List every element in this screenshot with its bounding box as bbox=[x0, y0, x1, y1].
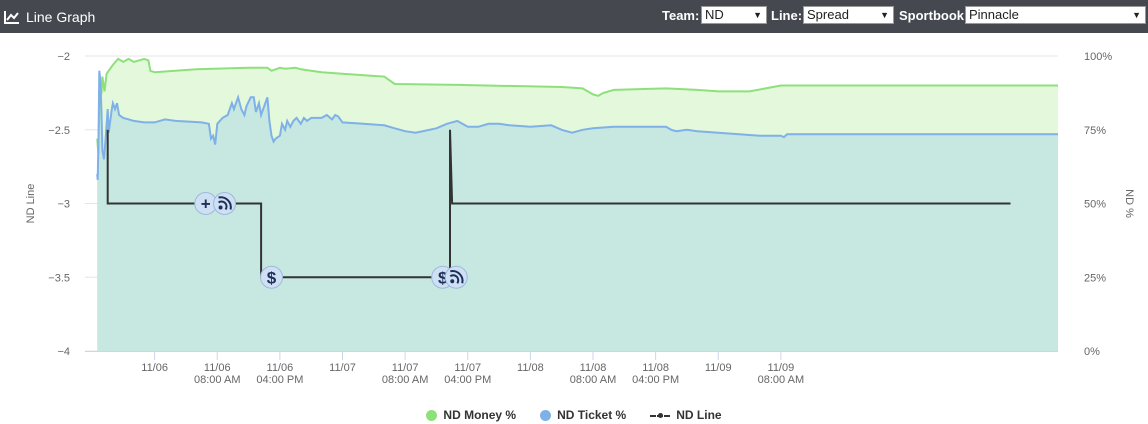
legend-ticket-label: ND Ticket % bbox=[557, 408, 627, 422]
team-select[interactable]: ND ▼ bbox=[701, 6, 767, 24]
x-tick-label: 08:00 AM bbox=[758, 374, 804, 386]
x-tick-label: 04:00 PM bbox=[632, 374, 679, 386]
x-tick-label: 08:00 AM bbox=[194, 374, 240, 386]
chart-legend: ND Money % ND Ticket % ND Line bbox=[0, 407, 1148, 423]
legend-line-label: ND Line bbox=[676, 408, 722, 422]
series-area-1 bbox=[97, 70, 1058, 352]
page-title: Line Graph bbox=[26, 8, 96, 25]
x-tick-label: 11/06 bbox=[204, 362, 231, 374]
line-markers: + $ $ bbox=[194, 192, 468, 289]
dropdown-arrow-icon: ▼ bbox=[880, 10, 889, 20]
line-label: Line: bbox=[771, 8, 803, 23]
left-tick-label: −2.5 bbox=[48, 125, 70, 137]
left-tick-label: −3.5 bbox=[48, 272, 70, 284]
x-tick-label: 08:00 AM bbox=[382, 374, 428, 386]
legend-ticket-swatch bbox=[540, 409, 552, 421]
right-tick-label: 75% bbox=[1084, 125, 1106, 137]
left-tick-label: −2 bbox=[57, 51, 70, 63]
x-tick-label: 11/07 bbox=[329, 362, 356, 374]
marker-circle bbox=[260, 265, 284, 289]
series-line-0 bbox=[96, 57, 1058, 154]
x-tick-label: 11/06 bbox=[141, 362, 168, 374]
chart-header: Line Graph bbox=[4, 0, 95, 33]
right-tick-label: 25% bbox=[1084, 272, 1106, 284]
line-chart-icon bbox=[4, 10, 20, 24]
x-tick-label: 11/07 bbox=[392, 362, 419, 374]
x-tick-label: 04:00 PM bbox=[256, 374, 303, 386]
rss-dot bbox=[218, 205, 223, 210]
x-tick-label: 11/09 bbox=[705, 362, 732, 374]
marker-glyph: + bbox=[201, 195, 211, 214]
dropdown-arrow-icon: ▼ bbox=[1132, 10, 1141, 20]
x-tick-label: 11/08 bbox=[642, 362, 669, 374]
dropdown-arrow-icon: ▼ bbox=[753, 10, 762, 20]
top-bar: Line Graph Team: ND ▼ Line: Spread ▼ Spo… bbox=[0, 0, 1148, 33]
legend-money-label: ND Money % bbox=[443, 408, 517, 422]
rss-arc bbox=[217, 200, 228, 211]
nd-line-series bbox=[106, 129, 1011, 279]
rss-icon[interactable] bbox=[213, 192, 237, 215]
sportsbook-label: Sportbook: bbox=[899, 8, 969, 23]
legend-item-money[interactable]: ND Money % bbox=[426, 407, 516, 423]
right-axis-title: ND % bbox=[1123, 189, 1135, 218]
sportsbook-select-value: Pinnacle bbox=[969, 7, 1019, 22]
legend-line-swatch bbox=[650, 410, 671, 420]
left-tick-label: −4 bbox=[57, 346, 70, 358]
marker-glyph: $ bbox=[438, 268, 448, 287]
right-tick-label: 0% bbox=[1084, 346, 1100, 358]
right-axis-ticks: 100% 75% 50% 25% 0% bbox=[1084, 51, 1112, 358]
dollar-icon[interactable]: $ bbox=[260, 265, 284, 289]
line-select-value: Spread bbox=[807, 7, 849, 22]
x-tick-label: 11/07 bbox=[454, 362, 481, 374]
x-tick-label: 11/08 bbox=[580, 362, 607, 374]
rss-arc bbox=[449, 274, 460, 284]
team-select-value: ND bbox=[705, 7, 724, 22]
right-tick-label: 100% bbox=[1084, 51, 1112, 63]
left-tick-label: −3 bbox=[57, 199, 70, 211]
legend-money-swatch bbox=[426, 409, 438, 421]
left-axis-ticks: −2 −2.5 −3 −3.5 −4 bbox=[48, 51, 70, 358]
legend-item-line[interactable]: ND Line bbox=[650, 407, 722, 423]
legend-item-ticket[interactable]: ND Ticket % bbox=[540, 407, 626, 423]
x-tick-label: 11/06 bbox=[267, 362, 294, 374]
marker-glyph: $ bbox=[267, 268, 277, 287]
sportsbook-select[interactable]: Pinnacle ▼ bbox=[965, 6, 1146, 24]
x-tick-label: 08:00 AM bbox=[570, 374, 616, 386]
rss-dot bbox=[450, 279, 455, 284]
left-axis-title: ND Line bbox=[25, 184, 37, 224]
line-select[interactable]: Spread ▼ bbox=[803, 6, 894, 24]
x-tick-label: 11/08 bbox=[517, 362, 544, 374]
right-tick-label: 50% bbox=[1084, 199, 1106, 211]
team-label: Team: bbox=[662, 8, 700, 23]
rss-arc bbox=[450, 269, 464, 284]
rss-icon[interactable] bbox=[444, 265, 468, 289]
x-tick-label: 04:00 PM bbox=[444, 374, 491, 386]
series-line-1 bbox=[96, 70, 1058, 180]
x-tick-label: 11/09 bbox=[768, 362, 795, 374]
rss-arc bbox=[218, 196, 232, 210]
